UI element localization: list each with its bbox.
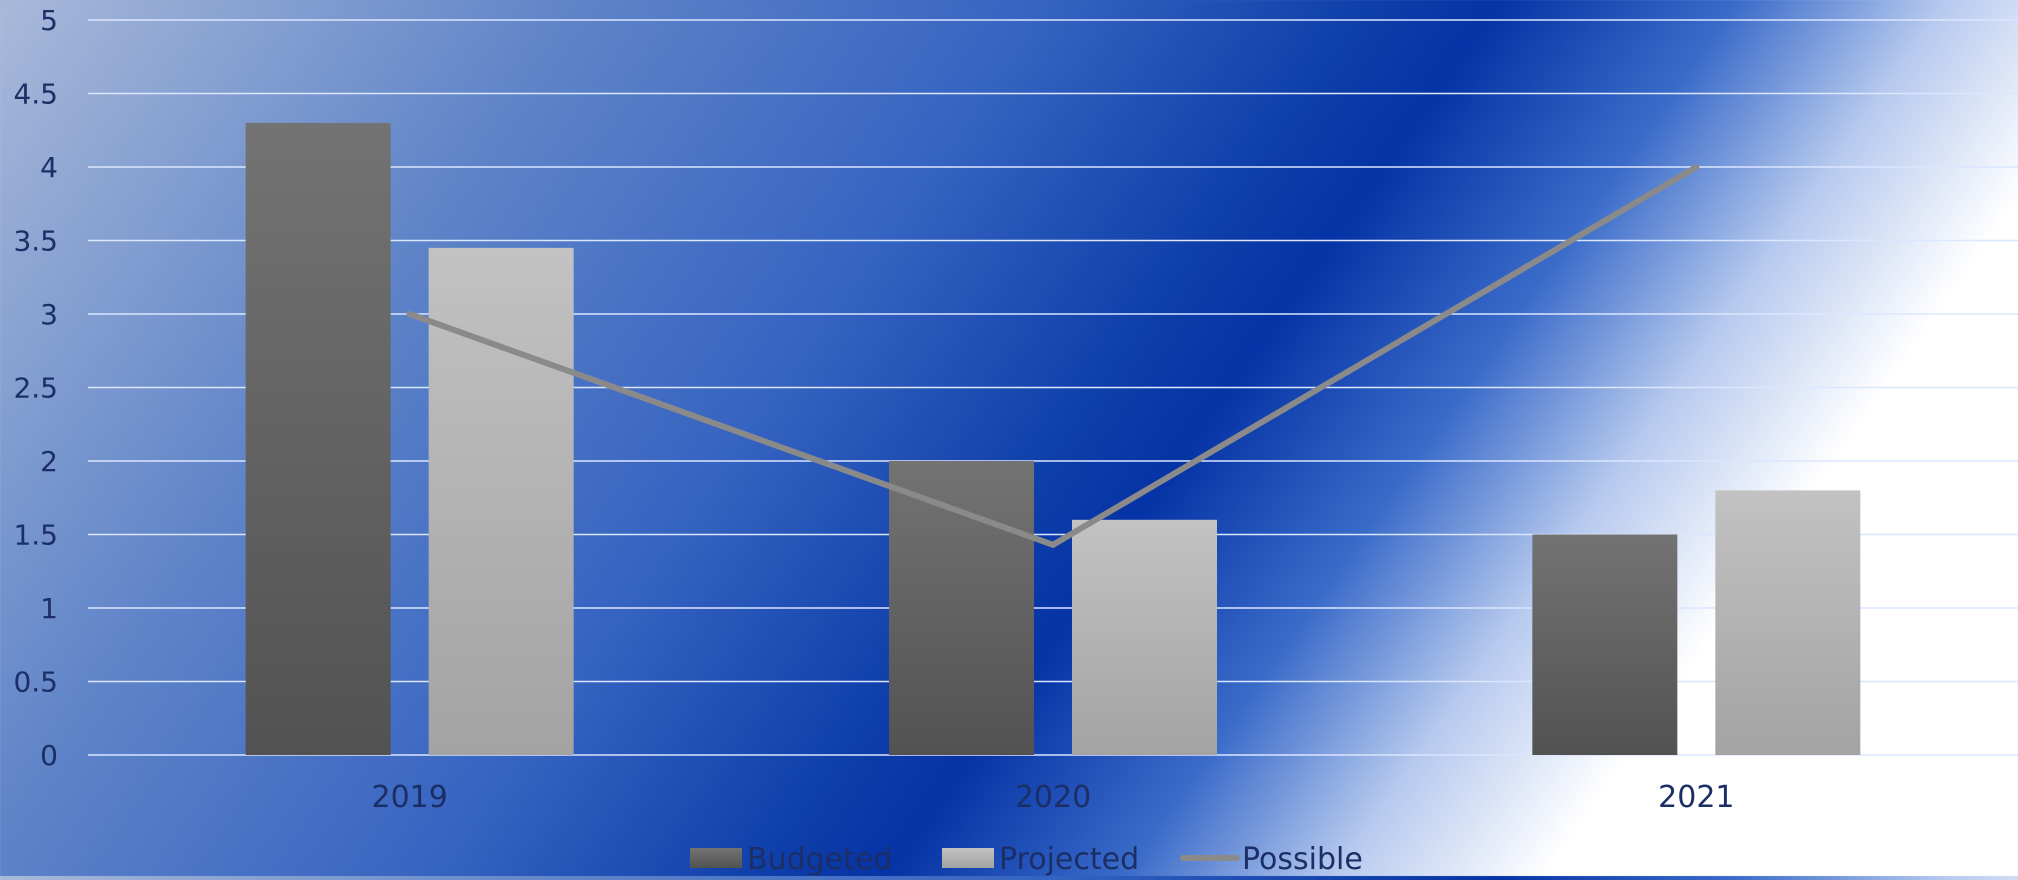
y-tick-label: 3.5: [13, 225, 58, 258]
y-tick-label: 3: [40, 298, 58, 331]
y-axis: 0 0.5 1 1.5 2 2.5 3 3.5 4 4.5 5: [13, 4, 58, 772]
bar-budgeted-2021: [1532, 534, 1678, 755]
x-tick-label: 2021: [1658, 780, 1734, 815]
bar-projected-2020: [1072, 519, 1217, 755]
legend-label: Budgeted: [747, 842, 892, 876]
legend: Budgeted Projected Possible: [690, 842, 1363, 877]
y-tick-label: 1.5: [13, 519, 58, 552]
legend-item-projected: Projected: [942, 842, 1139, 877]
y-tick-label: 1: [40, 592, 58, 625]
bar-projected-2021: [1715, 490, 1861, 755]
legend-label: Projected: [999, 842, 1139, 876]
y-tick-label: 5: [40, 4, 58, 37]
line-possible: [406, 164, 1700, 549]
legend-item-budgeted: Budgeted: [690, 842, 892, 877]
y-tick-label: 0.5: [13, 666, 58, 699]
bar-projected-2019: [428, 247, 574, 755]
y-tick-label: 4.5: [13, 78, 58, 111]
legend-label: Possible: [1242, 842, 1363, 876]
y-tick-label: 2.5: [13, 372, 58, 405]
x-tick-label: 2019: [371, 780, 447, 815]
x-tick-label: 2020: [1015, 780, 1091, 815]
legend-swatch: [690, 848, 742, 868]
bars: [245, 122, 1861, 755]
y-tick-label: 4: [40, 151, 58, 184]
y-tick-label: 0: [40, 739, 58, 772]
line-series: [406, 164, 1700, 549]
legend-swatch: [942, 848, 994, 868]
bar-budgeted-2020: [889, 461, 1034, 755]
legend-item-possible: Possible: [1180, 842, 1363, 877]
x-axis: 2019 2020 2021: [371, 780, 1734, 815]
y-tick-label: 2: [40, 445, 58, 478]
bar-budgeted-2019: [245, 122, 391, 755]
